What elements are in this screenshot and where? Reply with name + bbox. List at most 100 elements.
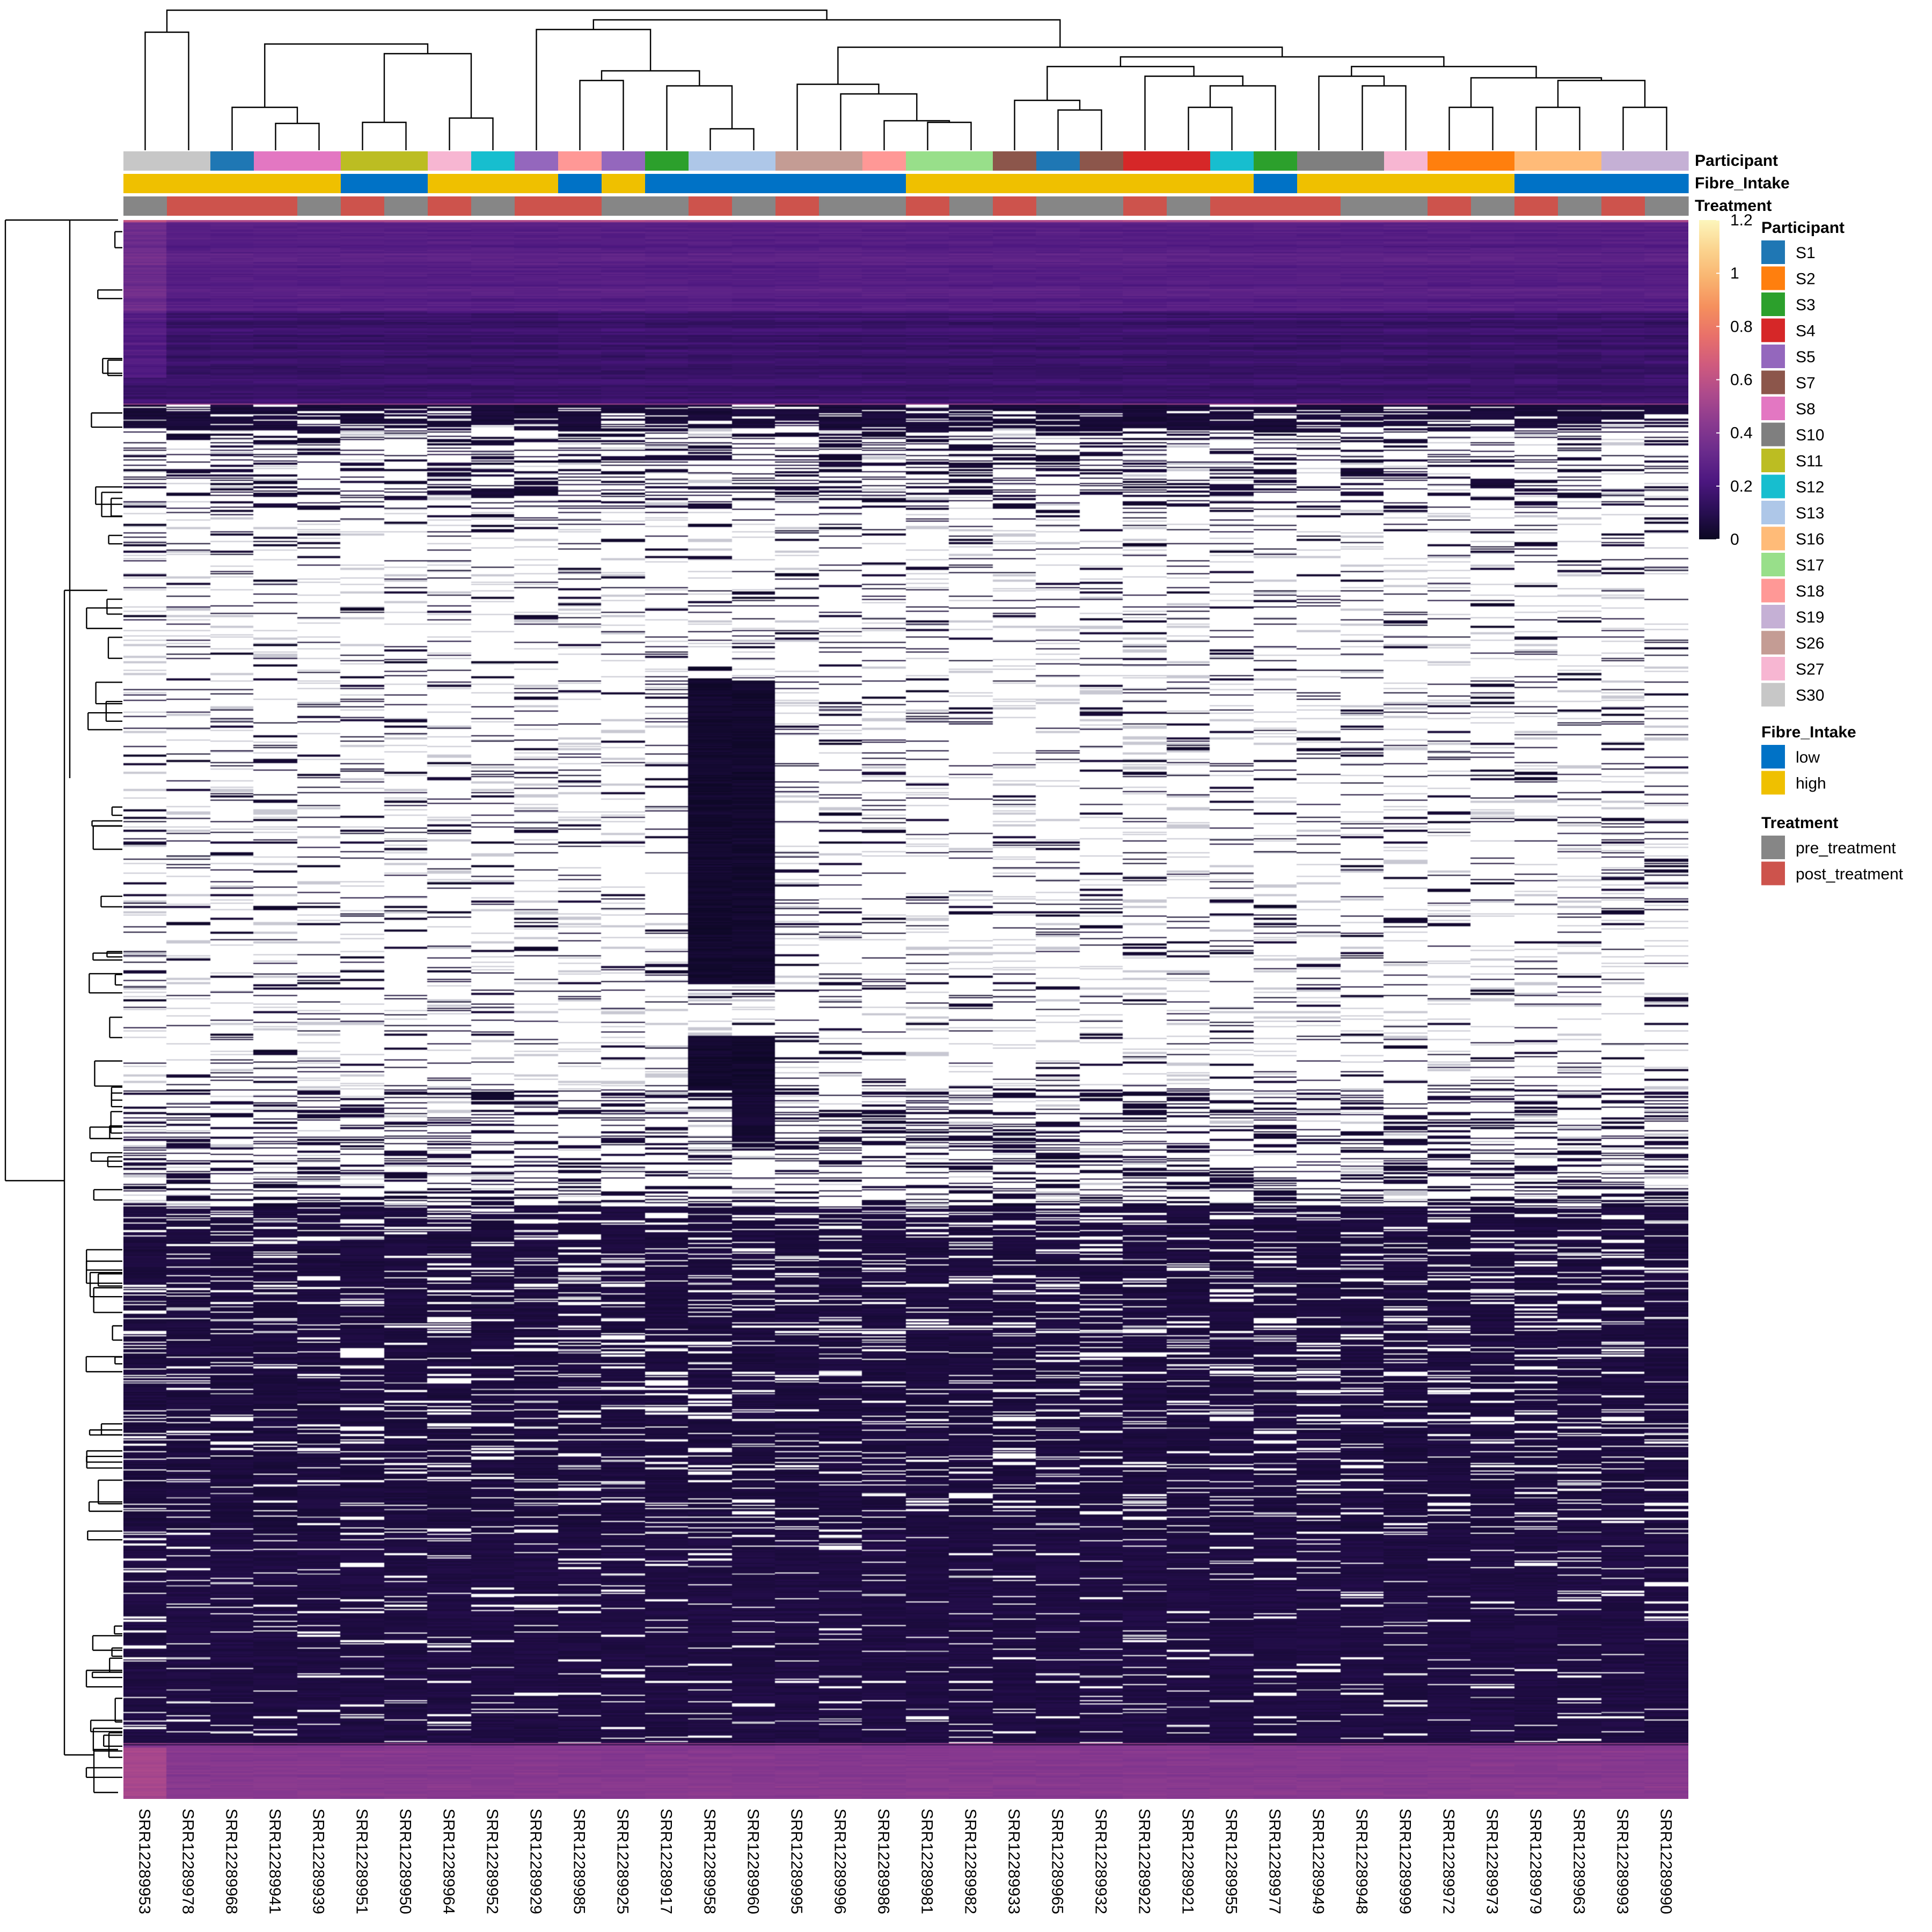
column-label-srr12289953: SRR12289953 [136, 1809, 153, 1914]
legend-label-s1: S1 [1796, 244, 1816, 262]
legend-swatch-s4 [1761, 318, 1785, 342]
color-scale-tick-label: 1 [1730, 265, 1739, 282]
column-label-srr12289993: SRR12289993 [1614, 1809, 1631, 1914]
legend-swatch-s1 [1761, 240, 1785, 264]
color-scale-tick-label: 0.4 [1730, 425, 1753, 442]
column-label-srr12289990: SRR12289990 [1657, 1809, 1675, 1914]
column-dendrogram-branch [1188, 106, 1233, 150]
annotation-cell-fibre-srr12289960 [732, 174, 776, 193]
annotation-cell-fibre-srr12289968 [210, 174, 254, 193]
annotation-cell-participant-srr12289990 [1645, 151, 1689, 171]
annotation-cell-fibre-srr12289929 [515, 174, 559, 193]
column-label-srr12289965: SRR12289965 [1049, 1809, 1066, 1914]
annotation-cell-participant-srr12289951 [341, 151, 385, 171]
legend-swatch-s17 [1761, 553, 1785, 576]
legend-label-s19: S19 [1796, 609, 1824, 626]
color-scale-legend: 0 0.2 0.4 0.6 0.8 1 1.2 [1699, 211, 1753, 548]
legend-swatch-s13 [1761, 501, 1785, 524]
annotation-cell-fibre-srr12289977 [1254, 174, 1298, 193]
annotation-cell-fibre-srr12289996 [819, 174, 863, 193]
legend-participant: Participant S1 S2 S3 S4 S5 S7 S8 S10 S11 S12 S13 S1… [1761, 219, 1845, 707]
annotation-cell-fibre-srr12289965 [1036, 174, 1080, 193]
annotation-cell-participant-srr12289963 [1558, 151, 1602, 171]
annotation-label-participant: Participant [1695, 152, 1778, 170]
annotation-cell-treatment-srr12289986 [862, 196, 906, 216]
heatmap-matrix [123, 220, 1688, 1799]
legend-label-s18: S18 [1796, 583, 1824, 601]
column-dendrogram-branch [579, 79, 624, 150]
column-label-srr12289922: SRR12289922 [1136, 1809, 1153, 1914]
column-label-srr12289996: SRR12289996 [831, 1809, 849, 1914]
annotation-cell-fibre-srr12289951 [341, 174, 385, 193]
annotation-cell-participant-srr12289968 [210, 151, 254, 171]
annotation-cell-participant-srr12289972 [1428, 151, 1472, 171]
annotation-cell-fibre-srr12289925 [602, 174, 646, 193]
column-dendrogram-branch [837, 46, 1283, 84]
annotation-cell-fibre-srr12289955 [1210, 174, 1254, 193]
annotation-cell-fibre-srr12289995 [775, 174, 819, 193]
annotation-cell-fibre-srr12289979 [1514, 174, 1558, 193]
annotation-cell-treatment-srr12289922 [1123, 196, 1167, 216]
annotation-cell-treatment-srr12289925 [602, 196, 646, 216]
annotation-cell-fibre-srr12289993 [1601, 174, 1645, 193]
annotation-label-fibre-intake: Fibre_Intake [1695, 174, 1790, 192]
annotation-cell-treatment-srr12289968 [210, 196, 254, 216]
legend-swatch-high [1761, 771, 1785, 795]
annotation-cell-treatment-srr12289995 [775, 196, 819, 216]
legend-label-post-treatment: post_treatment [1796, 866, 1904, 883]
annotation-cell-treatment-srr12289941 [254, 196, 298, 216]
annotation-cell-treatment-srr12289993 [1601, 196, 1645, 216]
column-label-srr12289917: SRR12289917 [657, 1809, 675, 1914]
annotation-cell-treatment-srr12289999 [1384, 196, 1428, 216]
annotation-cell-treatment-srr12289951 [341, 196, 385, 216]
annotation-cell-fibre-srr12289985 [558, 174, 602, 193]
column-dendrogram-branch [592, 19, 1061, 47]
legend-label-pre-treatment: pre_treatment [1796, 839, 1896, 857]
annotation-cell-treatment-srr12289939 [297, 196, 341, 216]
column-label-srr12289985: SRR12289985 [570, 1809, 588, 1914]
annotation-cell-participant-srr12289960 [732, 151, 776, 171]
column-dendrogram-branch [1448, 106, 1494, 150]
legend-label-s10: S10 [1796, 427, 1824, 444]
column-dendrogram-branch [536, 28, 652, 150]
annotation-cell-participant-srr12289932 [1080, 151, 1124, 171]
legend-swatch-s27 [1761, 657, 1785, 680]
annotation-cell-treatment-srr12289955 [1210, 196, 1254, 216]
annotation-cell-fibre-srr12289986 [862, 174, 906, 193]
legend-swatch-s10 [1761, 422, 1785, 447]
annotation-cell-participant-srr12289929 [515, 151, 559, 171]
legend-label-s30: S30 [1796, 687, 1824, 705]
annotation-cell-treatment-srr12289960 [732, 196, 776, 216]
column-dendrogram-branch [275, 122, 320, 150]
column-label-srr12289978: SRR12289978 [179, 1809, 197, 1914]
color-scale-tick-label: 1.2 [1730, 211, 1753, 229]
column-label-srr12289950: SRR12289950 [397, 1809, 414, 1914]
annotation-cell-fibre-srr12289972 [1428, 174, 1472, 193]
annotation-cell-participant-srr12289952 [471, 151, 515, 171]
column-dendrogram-branch [601, 70, 700, 86]
legend-swatch-s7 [1761, 370, 1785, 394]
column-label-srr12289929: SRR12289929 [527, 1809, 545, 1914]
annotation-row-labels: Participant Fibre_Intake Treatment [1695, 152, 1790, 215]
annotation-cell-treatment-srr12289958 [689, 196, 733, 216]
annotation-cell-treatment-srr12289933 [993, 196, 1037, 216]
legend-title-fibre-intake: Fibre_Intake [1761, 723, 1856, 741]
annotation-cell-treatment-srr12289917 [645, 196, 689, 216]
annotation-cell-participant-srr12289986 [862, 151, 906, 171]
annotation-cell-participant-srr12289939 [297, 151, 341, 171]
legend-label-s8: S8 [1796, 400, 1816, 418]
column-label-srr12289921: SRR12289921 [1179, 1809, 1197, 1914]
annotation-cell-participant-srr12289917 [645, 151, 689, 171]
annotation-cell-treatment-srr12289964 [428, 196, 472, 216]
annotation-cell-treatment-srr12289978 [167, 196, 211, 216]
annotation-cell-fibre-srr12289948 [1341, 174, 1385, 193]
legend-swatch-s11 [1761, 449, 1785, 472]
annotation-cell-treatment-srr12289979 [1514, 196, 1558, 216]
annotation-cell-fibre-srr12289964 [428, 174, 472, 193]
annotation-cell-participant-srr12289933 [993, 151, 1037, 171]
annotation-cell-participant-srr12289921 [1167, 151, 1211, 171]
column-label-srr12289948: SRR12289948 [1353, 1809, 1371, 1914]
color-scale-tick-label: 0.2 [1730, 478, 1753, 495]
column-dendrogram-branch [1470, 77, 1602, 107]
column-label-srr12289977: SRR12289977 [1266, 1809, 1284, 1914]
